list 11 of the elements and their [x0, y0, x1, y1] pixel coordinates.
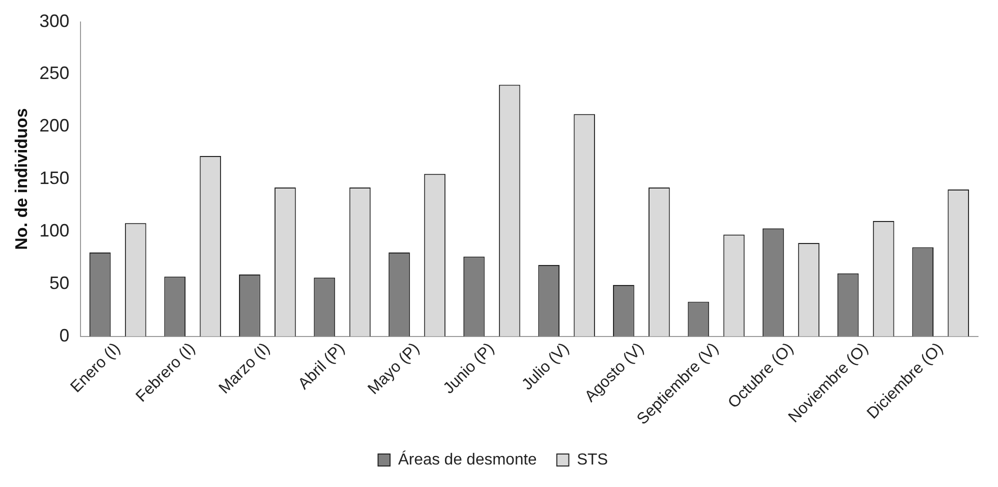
legend-label: Áreas de desmonte [398, 450, 537, 468]
y-tick-label: 0 [59, 325, 70, 346]
y-tick-label: 250 [39, 63, 70, 84]
legend-label: STS [576, 451, 608, 468]
y-tick-label: 50 [49, 272, 70, 293]
y-tick-label: 300 [39, 10, 70, 31]
y-tick-label: 100 [39, 220, 70, 240]
x-tick-label: Julio (V) [519, 340, 573, 394]
y-axis-title: No. de individuos [12, 108, 31, 250]
y-tick-label: 150 [39, 168, 70, 188]
y-tick-label: 200 [39, 116, 70, 136]
